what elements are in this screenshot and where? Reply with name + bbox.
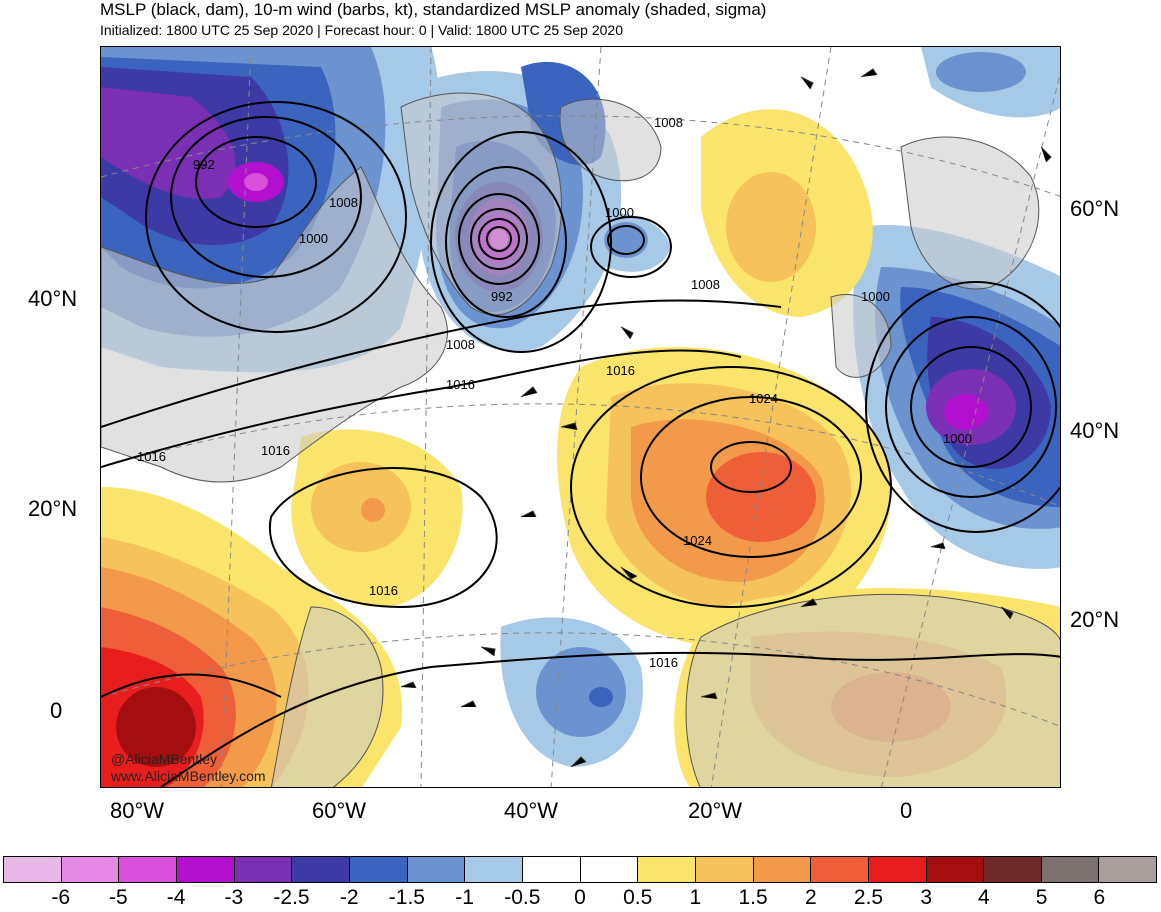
lon-label: 20°W <box>688 798 743 823</box>
colorbar-tick-label: 6 <box>1093 886 1106 909</box>
colorbar-tick-label: -2.5 <box>273 886 310 909</box>
isobar-label: 1016 <box>649 655 678 670</box>
lat-label-right: 20°N <box>1070 607 1120 632</box>
colorbar-cell <box>580 857 639 882</box>
colorbar-tick-label: -6 <box>51 886 71 909</box>
colorbar-cell <box>926 857 985 882</box>
isobar-label: 1008 <box>446 337 475 352</box>
isobar-label: 1024 <box>749 391 778 406</box>
colorbar-cell <box>61 857 120 882</box>
lat-label-right: 40°N <box>1070 418 1120 443</box>
isobar-label: 1016 <box>446 377 475 392</box>
lat-label-left: 40°N <box>28 286 78 311</box>
lon-label: 60°W <box>312 798 367 823</box>
colorbar-cell <box>868 857 927 882</box>
colorbar-tick-label: 0 <box>574 886 586 909</box>
colorbar-tick-label: -4 <box>166 886 186 909</box>
credit-handle: @AliciaMBentley <box>111 751 218 767</box>
colorbar-tick-label: -1 <box>455 886 474 909</box>
isobar-label: 992 <box>491 289 513 304</box>
isobar-label: 1000 <box>299 231 328 246</box>
colorbar-cell <box>4 857 62 882</box>
colorbar-cell <box>1041 857 1100 882</box>
wind-barbs <box>400 68 1052 768</box>
isobar-label: 992 <box>193 157 215 172</box>
lon-label: 80°W <box>110 798 165 823</box>
colorbar-tick-label: 2 <box>804 886 817 909</box>
isobar-label: 1016 <box>261 443 290 458</box>
colorbar-tick-label: 5 <box>1035 886 1048 909</box>
lon-label: 40°W <box>504 798 559 823</box>
colorbar-tick-label: -5 <box>109 886 128 909</box>
isobar-label: 1000 <box>605 205 634 220</box>
colorbar-tick-label: -1.5 <box>388 886 425 909</box>
colorbar-cell <box>407 857 466 882</box>
colorbar-tick-label: 4 <box>978 886 990 909</box>
colorbar-tick-label: -3 <box>224 886 244 909</box>
colorbar-tick-label: -2 <box>339 886 359 909</box>
colorbar-cell <box>811 857 869 882</box>
isobar-label: 1016 <box>369 583 398 598</box>
colorbar-cell <box>234 857 293 882</box>
map-panel: 992 1008 1000 992 1000 1008 1008 1000 10… <box>100 46 1061 788</box>
colorbar-tick-label: 0.5 <box>623 886 653 909</box>
isobars <box>101 101 1060 787</box>
colorbar-tick-label: 2.5 <box>853 886 884 909</box>
colorbar <box>3 856 1157 883</box>
colorbar-cell <box>465 857 523 882</box>
lat-label-right: 60°N <box>1070 196 1120 221</box>
isobar-label: 1008 <box>329 195 358 210</box>
colorbar-cell <box>292 857 350 882</box>
credit-website: www.AliciaMBentley.com <box>111 768 266 784</box>
isobar-label: 1000 <box>861 289 890 304</box>
lat-label-left: 20°N <box>28 496 78 521</box>
lon-label: 0 <box>900 798 913 823</box>
colorbar-cell <box>753 857 812 882</box>
colorbar-tick-label: -0.5 <box>504 886 541 909</box>
map-subtitle: Initialized: 1800 UTC 25 Sep 2020 | Fore… <box>100 22 623 38</box>
isobar-label: 1008 <box>654 115 683 130</box>
isobar-labels: 992 1008 1000 992 1000 1008 1008 1000 10… <box>137 115 972 670</box>
lat-label-left: 0 <box>50 698 63 723</box>
isobar-label: 1000 <box>943 431 972 446</box>
colorbar-cell <box>984 857 1042 882</box>
colorbar-cell <box>1099 857 1157 882</box>
colorbar-cell <box>349 857 408 882</box>
isobar-label: 1016 <box>606 363 635 378</box>
weather-map: 992 1008 1000 992 1000 1008 1008 1000 10… <box>101 47 1060 787</box>
colorbar-cell <box>695 857 754 882</box>
colorbar-cell <box>522 857 581 882</box>
colorbar-tick-label: 3 <box>920 886 933 909</box>
isobar-label: 1024 <box>683 533 712 548</box>
map-title: MSLP (black, dam), 10-m wind (barbs, kt)… <box>100 0 767 19</box>
isobar-label: 1016 <box>137 449 166 464</box>
colorbar-cell <box>638 857 696 882</box>
colorbar-tick-label: 1 <box>689 886 702 909</box>
colorbar-cell <box>119 857 177 882</box>
colorbar-cell <box>176 857 235 882</box>
colorbar-tick-label: 1.5 <box>738 886 768 909</box>
isobar-label: 1008 <box>691 277 720 292</box>
graticule <box>101 47 1060 787</box>
